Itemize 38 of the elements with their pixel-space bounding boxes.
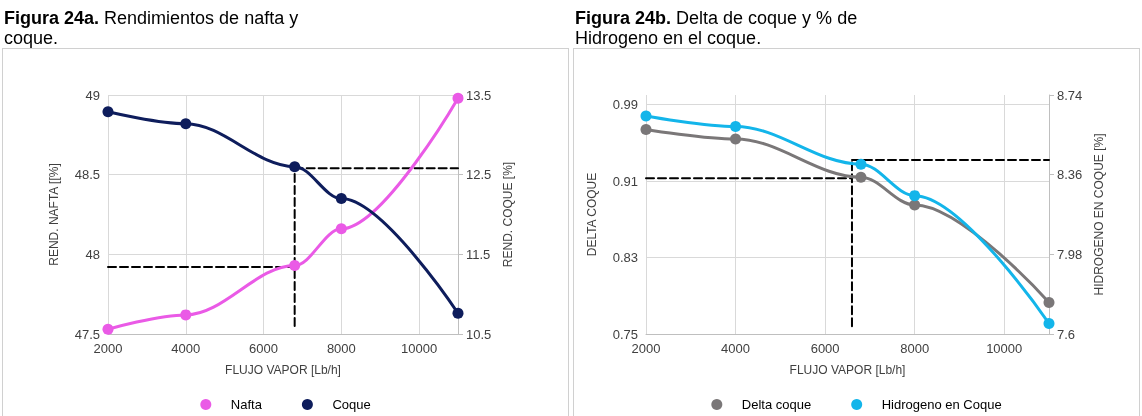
y-tick-label: 0.83 [612, 250, 638, 266]
y-tick-label: 47.5 [74, 326, 100, 342]
y-axis-title: REND. NAFTA [[%] [47, 163, 61, 266]
y2-tick-label: 13.5 [466, 87, 492, 103]
x-axis-title: FLUJO VAPOR [Lb/h] [225, 363, 341, 377]
x-tick-label: 2000 [93, 341, 123, 356]
y2-axis-title: HIDROGENO EN COQUE [%] [1092, 133, 1107, 296]
y2-tick-label: 8.74 [1057, 87, 1083, 103]
legend-label: Nafta [230, 397, 263, 412]
x-tick-label: 6000 [249, 341, 279, 356]
x-axis-title: FLUJO VAPOR [Lb/h] [789, 363, 906, 377]
x-tick-label: 10000 [986, 341, 1023, 356]
y-tick-label: 48.5 [74, 167, 100, 183]
chart-title: Figura 24b. Delta de coque y % de Hidrogeno en el coque. [575, 8, 859, 48]
legend-label: Delta coque [741, 397, 812, 412]
y-tick-label: 48 [85, 246, 100, 262]
x-tick-label: 4000 [171, 341, 201, 356]
x-tick-label: 8000 [326, 341, 356, 356]
legend-label: Coque [332, 397, 371, 412]
y2-axis-title: REND. COQUE [%] [501, 161, 516, 268]
x-tick-label: 6000 [810, 341, 840, 356]
x-tick-label: 4000 [721, 341, 751, 356]
x-tick-label: 10000 [401, 341, 438, 356]
y-axis-title: DELTA COQUE [585, 172, 599, 257]
y-tick-label: 0.91 [612, 173, 638, 189]
x-tick-label: 2000 [631, 341, 661, 356]
y2-tick-label: 7.98 [1057, 246, 1083, 262]
y2-tick-label: 11.5 [466, 246, 491, 262]
chart-title: Figura 24a. Rendimientos de nafta y coque. [4, 8, 299, 48]
legend-label: Hidrogeno en Coque [881, 397, 1002, 412]
y-tick-label: 0.75 [612, 326, 638, 342]
y2-tick-label: 8.36 [1057, 167, 1083, 183]
y2-tick-label: 10.5 [466, 326, 492, 342]
x-tick-label: 8000 [900, 341, 930, 356]
y2-tick-label: 7.6 [1057, 326, 1076, 342]
y-tick-label: 49 [85, 87, 100, 103]
y-tick-label: 0.99 [612, 97, 638, 113]
y2-tick-label: 12.5 [466, 167, 492, 183]
